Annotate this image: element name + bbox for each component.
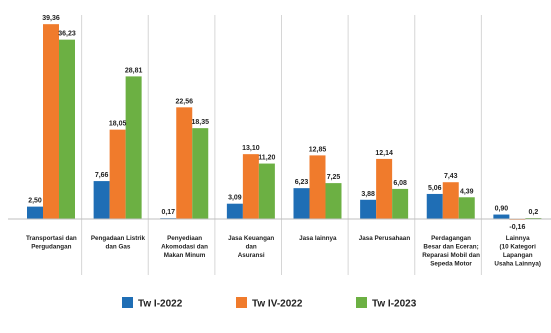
- data-label: 18,05: [109, 121, 127, 128]
- category-label: Transportasi dan Pergudangan: [26, 235, 77, 251]
- bar: [258, 163, 275, 219]
- data-label: 4,39: [460, 188, 474, 195]
- bar: [442, 182, 459, 219]
- data-label: 2,50: [28, 198, 42, 205]
- bar: [293, 188, 310, 219]
- legend-swatch: [236, 297, 247, 308]
- bar: [376, 158, 393, 219]
- data-label: 6,08: [393, 180, 407, 187]
- data-label: 7,25: [327, 174, 341, 181]
- category-label: Jasa Perusahaan: [359, 235, 411, 242]
- category-label: Lainnya (10 Kategori Lapangan Usaha Lainnya…: [494, 235, 541, 268]
- data-label: 11,20: [258, 155, 275, 162]
- data-label: 12,85: [309, 146, 327, 153]
- bar: [325, 183, 342, 219]
- data-label: 7,43: [444, 173, 458, 180]
- bar: [242, 154, 259, 219]
- data-label: 13,10: [242, 145, 260, 152]
- bar: [360, 199, 377, 219]
- bar: [192, 128, 209, 219]
- legend-label: Tw I-2023: [372, 299, 417, 310]
- category-dividers: [81, 15, 482, 275]
- data-label: 36,23: [58, 31, 76, 38]
- bar: [176, 107, 193, 219]
- category-label: Jasa Keuangan dan Asuransi: [228, 235, 274, 259]
- category-label: Pengadaan Listrik dan Gas: [91, 235, 146, 251]
- bar: [109, 129, 126, 219]
- data-label: 6,23: [295, 179, 309, 186]
- data-label: 0,2: [529, 209, 539, 216]
- bar: [458, 197, 475, 219]
- data-label: 18,35: [191, 119, 209, 126]
- legend-label: Tw I-2022: [138, 299, 183, 310]
- legend-swatch: [356, 297, 367, 308]
- bar: [125, 76, 142, 219]
- bar: [43, 24, 59, 219]
- category-label: Jasa lainnya: [299, 235, 337, 242]
- data-label: 0,17: [161, 209, 175, 216]
- data-label: 3,09: [228, 195, 242, 202]
- bar: [59, 39, 75, 219]
- bar: [493, 214, 510, 219]
- data-label: 0,90: [495, 206, 509, 213]
- data-label: 3,88: [361, 191, 375, 198]
- data-label: -0,16: [509, 224, 525, 231]
- data-label: 12,14: [375, 150, 393, 157]
- data-label: 5,06: [428, 185, 442, 192]
- bar: [93, 181, 110, 219]
- category-labels-group: Transportasi dan Pergudangan Pengadaan Lis…: [26, 235, 541, 268]
- legend: Tw I-2022 Tw IV-2022 Tw I-2023: [122, 297, 417, 310]
- legend-swatch: [122, 297, 133, 308]
- value-labels-group: 2,50 39,36 36,23 7,66 18,05 28,81 0,17 22,56 18,…: [28, 15, 538, 231]
- data-label: 28,81: [125, 67, 143, 74]
- bar: [27, 206, 43, 219]
- bars-group: [27, 24, 542, 220]
- bar: [392, 188, 409, 219]
- category-label: Penyediaan Akomodasi dan Makan Minum: [161, 235, 208, 259]
- bar: [226, 203, 243, 219]
- data-label: 39,36: [42, 15, 60, 22]
- bar: [426, 193, 443, 219]
- category-label: Perdagangan Besar dan Eceran; Reparasi Mob…: [422, 235, 480, 268]
- data-label: 7,66: [95, 172, 109, 179]
- bar: [309, 155, 326, 219]
- data-label: 22,56: [175, 98, 193, 105]
- legend-label: Tw IV-2022: [252, 299, 303, 310]
